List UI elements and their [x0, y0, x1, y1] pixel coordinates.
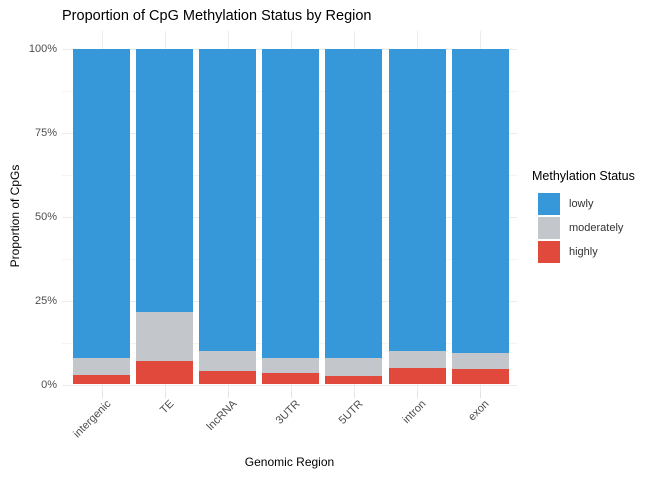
chart-title: Proportion of CpG Methylation Status by …	[62, 8, 372, 24]
bar-segment-3UTR-moderately	[262, 357, 320, 373]
legend-label-lowly: lowly	[569, 198, 594, 210]
x-tick-label-5UTR: 5UTR	[336, 398, 366, 427]
bar-segment-5UTR-highly	[325, 376, 383, 385]
x-tick-mark	[290, 392, 292, 398]
bar-segment-TE-lowly	[136, 48, 194, 313]
y-tick-label: 100%	[28, 42, 57, 55]
legend-key-lowly: lowly	[538, 193, 635, 215]
legend-keys: lowly moderately highly	[532, 193, 635, 263]
legend-label-highly: highly	[569, 246, 598, 258]
bar-segment-5UTR-moderately	[325, 357, 383, 377]
bar-segment-intergenic-lowly	[73, 48, 130, 359]
y-tick-label: 0%	[41, 378, 57, 391]
legend-swatch-highly	[538, 241, 560, 263]
x-tick-label-TE: TE	[157, 398, 177, 417]
major-gridline	[62, 384, 517, 386]
bar-segment-exon-moderately	[451, 352, 509, 370]
bar-segment-3UTR-lowly	[262, 48, 320, 358]
legend-label-moderately: moderately	[569, 222, 624, 234]
y-axis-title: Proportion of CpGs	[8, 164, 22, 268]
x-tick-mark	[480, 392, 482, 398]
x-tick-mark	[164, 392, 166, 398]
x-tick-label-lncRNA: lncRNA	[204, 398, 240, 433]
x-tick-mark	[227, 392, 229, 398]
bar-segment-exon-lowly	[451, 48, 509, 353]
bar-segment-lncRNA-highly	[199, 370, 257, 385]
x-tick-label-intron: intron	[400, 398, 429, 426]
bar-segment-lncRNA-lowly	[199, 48, 257, 351]
legend-title: Methylation Status	[532, 169, 635, 183]
legend: Methylation Status lowly moderately highly	[532, 169, 635, 265]
legend-key-moderately: moderately	[538, 217, 635, 239]
y-tick-label: 50%	[34, 210, 57, 223]
bar-segment-TE-moderately	[136, 312, 194, 361]
bar-segment-intergenic-moderately	[73, 358, 130, 375]
bar-segment-3UTR-highly	[262, 372, 320, 385]
bar-segment-intron-lowly	[388, 48, 446, 351]
bar-segment-intergenic-highly	[73, 374, 130, 385]
legend-swatch-moderately	[538, 217, 560, 239]
bar-segment-5UTR-lowly	[325, 48, 383, 358]
bar-segment-exon-highly	[451, 369, 509, 385]
x-axis-title: Genomic Region	[244, 455, 335, 469]
x-tick-label-3UTR: 3UTR	[273, 398, 303, 427]
x-tick-mark	[101, 392, 103, 398]
legend-swatch-lowly	[538, 193, 560, 215]
y-tick-label: 25%	[34, 294, 57, 307]
y-tick-label: 75%	[34, 126, 57, 139]
bar-segment-TE-highly	[136, 360, 194, 385]
bar-segment-intron-highly	[388, 368, 446, 385]
x-tick-mark	[417, 392, 418, 398]
bar-segment-lncRNA-moderately	[199, 350, 257, 371]
bar-segment-intron-moderately	[388, 350, 446, 369]
plot-panel	[62, 31, 517, 392]
legend-key-highly: highly	[538, 241, 635, 263]
x-tick-mark	[353, 392, 355, 398]
x-tick-label-exon: exon	[466, 398, 492, 424]
x-tick-label-intergenic: intergenic	[70, 398, 113, 441]
